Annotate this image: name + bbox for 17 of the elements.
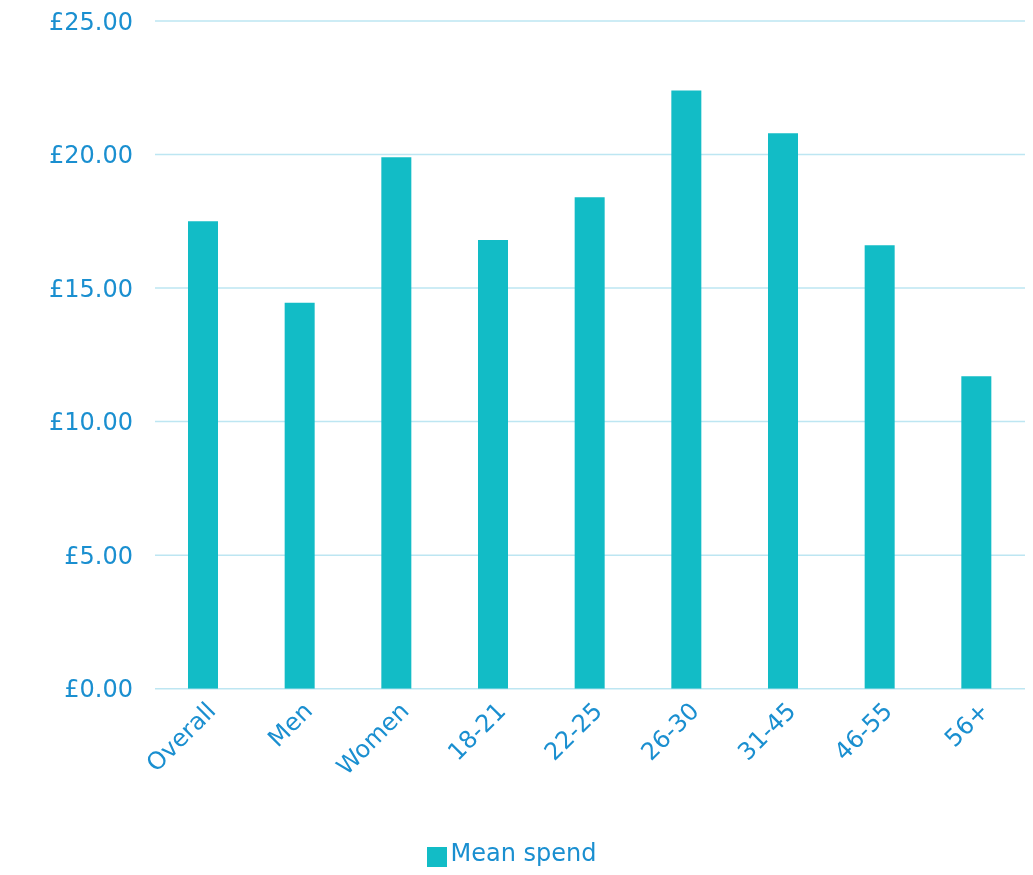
x-tick-label: 56+ [938,696,995,753]
y-tick-label: £0.00 [64,675,133,704]
y-tick-label: £15.00 [49,274,133,303]
bar [478,240,508,689]
bar [381,157,412,689]
bar [574,197,605,689]
bar [864,245,895,689]
bar [961,376,992,689]
bar [188,221,218,689]
y-tick-label: £20.00 [49,141,133,170]
bar [768,133,798,689]
legend-label: Mean spend [450,838,597,867]
y-tick-label: £10.00 [49,408,133,437]
bar [671,90,702,689]
y-tick-label: £25.00 [49,7,133,36]
bar [284,302,315,689]
y-tick-label: £5.00 [64,541,133,570]
